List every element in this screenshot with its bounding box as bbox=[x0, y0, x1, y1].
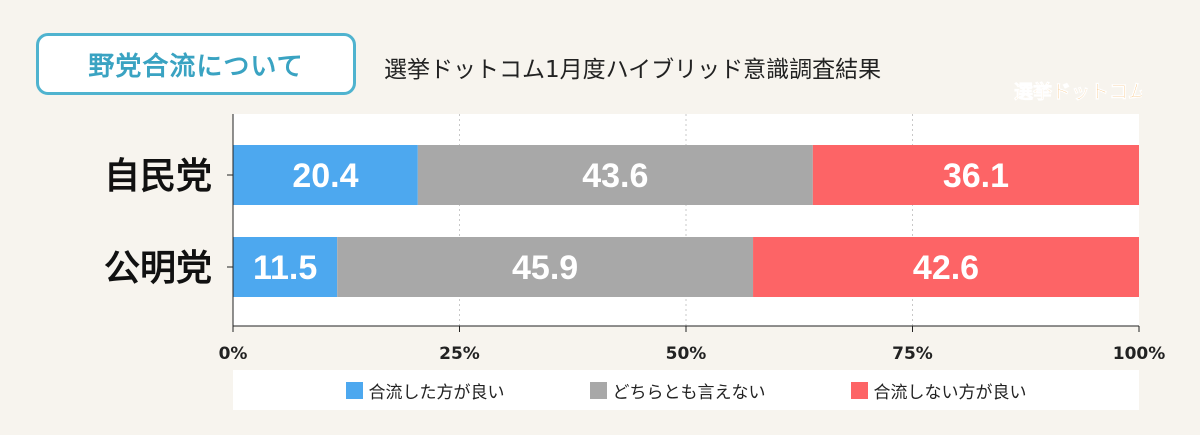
data-label: 11.5 bbox=[253, 249, 317, 287]
legend-item-agree: 合流した方が良い bbox=[345, 378, 505, 403]
bar-segment bbox=[337, 237, 754, 297]
legend-label-disagree: 合流しない方が良い bbox=[873, 382, 1027, 403]
category-label: 自民党 bbox=[104, 156, 212, 197]
x-tick-label: 25% bbox=[439, 344, 480, 364]
data-label: 45.9 bbox=[512, 249, 578, 287]
bar-segment bbox=[812, 145, 1139, 205]
category-label: 公明党 bbox=[104, 248, 212, 289]
bar-segments: 20.4 43.6 36.1 11.5 45.9 42.6 bbox=[233, 145, 1139, 297]
legend-item-disagree: 合流しない方が良い bbox=[850, 378, 1027, 403]
x-tick-label: 100% bbox=[1113, 344, 1166, 364]
data-label: 43.6 bbox=[582, 157, 648, 195]
legend-swatch-disagree bbox=[850, 381, 868, 399]
data-label: 20.4 bbox=[292, 157, 358, 195]
legend-swatch-agree bbox=[345, 381, 363, 399]
legend-swatch-neutral bbox=[589, 381, 607, 399]
x-tick-label: 0% bbox=[219, 344, 248, 364]
topic-badge-label: 野党合流について bbox=[88, 51, 304, 82]
brand-logo-text: 選挙ドットコム bbox=[1014, 80, 1142, 103]
bar-segment bbox=[417, 145, 813, 205]
legend-item-neutral: どちらとも言えない bbox=[589, 378, 766, 403]
legend-label-neutral: どちらとも言えない bbox=[612, 382, 766, 403]
chart-subtitle: 選挙ドットコム1月度ハイブリッド意識調査結果 bbox=[384, 57, 882, 83]
x-tick-label: 50% bbox=[666, 344, 707, 364]
brand-logo: 選挙ドットコム bbox=[1014, 80, 1142, 104]
data-label: 42.6 bbox=[913, 249, 979, 287]
x-tick-labels: 0% 25% 50% 75% 100% bbox=[219, 326, 1166, 364]
bar-segment bbox=[753, 237, 1139, 297]
bar-segment bbox=[233, 237, 338, 297]
x-tick-label: 75% bbox=[892, 344, 933, 364]
legend-label-agree: 合流した方が良い bbox=[368, 382, 505, 403]
bar-segment bbox=[233, 145, 418, 205]
topic-badge: 野党合流について bbox=[36, 33, 356, 95]
legend: 合流した方が良い どちらとも言えない 合流しない方が良い bbox=[233, 370, 1139, 410]
data-label: 36.1 bbox=[943, 157, 1009, 195]
